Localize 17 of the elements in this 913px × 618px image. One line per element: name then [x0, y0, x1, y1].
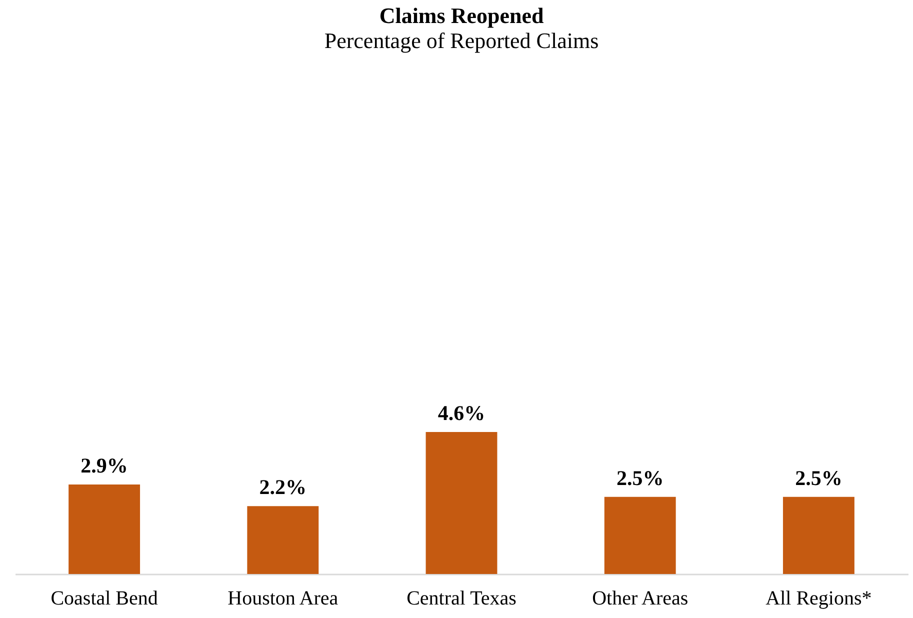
bar — [782, 496, 854, 574]
chart-subtitle: Percentage of Reported Claims — [324, 28, 599, 53]
data-label: 4.6% — [438, 401, 486, 426]
chart-title: Claims Reopened — [379, 3, 544, 28]
data-label: 2.5% — [795, 466, 842, 490]
x-tick-label: All Regions* — [766, 588, 872, 610]
x-tick-label: Central Texas — [406, 588, 517, 610]
x-tick-label: Houston Area — [228, 588, 338, 610]
data-label: 2.2% — [259, 475, 307, 500]
x-tick-label: Coastal Bend — [50, 588, 158, 610]
bar — [68, 484, 140, 574]
bar — [604, 496, 676, 574]
data-label: 2.5% — [616, 466, 664, 490]
x-tick-label: Other Areas — [592, 588, 688, 610]
bar — [247, 506, 319, 574]
data-label: 2.9% — [80, 454, 128, 478]
bar — [426, 432, 498, 574]
